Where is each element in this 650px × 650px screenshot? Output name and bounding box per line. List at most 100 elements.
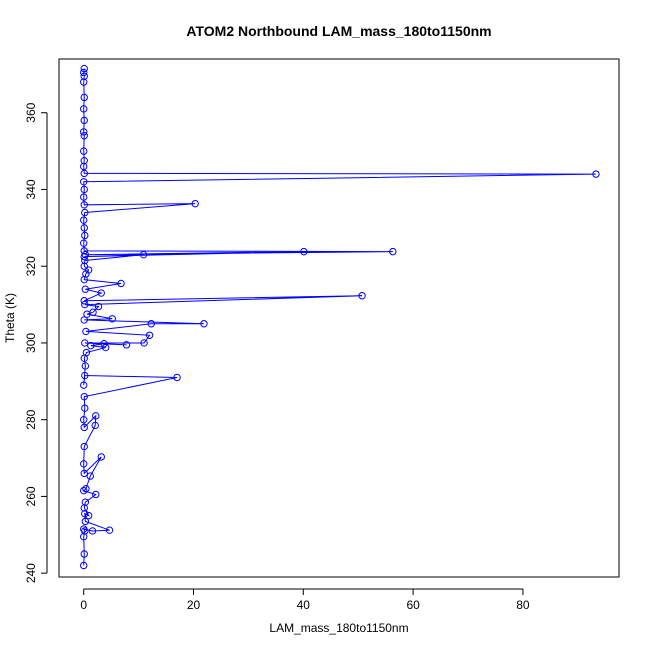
data-point	[80, 68, 88, 77]
data-point	[81, 362, 90, 370]
data-point	[80, 533, 88, 541]
data-point	[82, 485, 90, 493]
data-point	[139, 250, 148, 259]
x-axis: 0 20 40 60 80	[80, 588, 530, 612]
data-point	[81, 527, 89, 535]
data-point	[97, 453, 105, 461]
data-point	[80, 415, 88, 424]
data-point	[80, 72, 88, 80]
data-point	[92, 412, 100, 420]
data-point	[91, 421, 99, 430]
data-point	[80, 185, 88, 194]
data-point	[80, 162, 88, 171]
x-tick-label: 20	[187, 598, 201, 612]
y-tick-label: 280	[24, 409, 38, 429]
data-point	[173, 373, 181, 382]
data-point	[82, 327, 90, 336]
data-point	[81, 371, 89, 380]
data-point	[80, 201, 88, 209]
y-axis-label: Theta (K)	[3, 293, 17, 343]
data-point	[82, 348, 91, 357]
series-layer	[80, 64, 600, 570]
data-point	[80, 561, 88, 570]
y-tick-label: 260	[24, 486, 38, 506]
data-point	[80, 224, 88, 232]
data-point	[80, 297, 88, 305]
data-point	[81, 300, 89, 309]
data-point	[80, 93, 88, 102]
data-point	[84, 266, 93, 274]
data-point	[80, 550, 88, 558]
y-axis: 240 260 280 300 320 340 360	[24, 102, 48, 583]
data-point	[80, 262, 88, 270]
data-point	[80, 64, 88, 73]
x-axis-label: LAM_mass_180to1150nm	[269, 621, 408, 635]
data-point	[80, 442, 88, 451]
y-tick-label: 240	[24, 563, 38, 583]
data-point	[88, 527, 97, 535]
data-point	[81, 509, 89, 518]
data-point	[105, 526, 114, 534]
data-point	[80, 147, 88, 155]
data-point	[80, 486, 88, 495]
data-point	[80, 381, 88, 389]
data-point	[81, 285, 90, 293]
data-point	[81, 208, 89, 217]
data-point	[145, 331, 154, 339]
data-point	[108, 315, 116, 323]
data-point	[84, 511, 93, 520]
data-point	[80, 156, 88, 165]
data-point	[140, 339, 148, 347]
data-point	[81, 250, 90, 259]
data-point	[80, 239, 88, 247]
data-point	[592, 170, 600, 178]
y-tick-label: 360	[24, 102, 38, 122]
data-point	[101, 343, 110, 352]
data-point	[87, 341, 95, 350]
data-point	[81, 339, 89, 347]
data-point	[200, 320, 208, 328]
data-point	[81, 498, 90, 506]
data-point	[300, 247, 308, 256]
x-tick-label: 80	[516, 598, 530, 612]
data-point	[80, 423, 88, 432]
x-tick-label: 40	[297, 598, 311, 612]
data-point	[80, 169, 88, 178]
data-point	[80, 525, 88, 533]
x-tick-label: 0	[80, 598, 87, 612]
data-point	[80, 252, 88, 261]
data-point	[117, 279, 125, 288]
data-point	[80, 78, 88, 86]
data-point	[358, 292, 366, 300]
y-tick-label: 320	[24, 256, 38, 276]
data-point	[80, 105, 88, 113]
chart-title: ATOM2 Northbound LAM_mass_180to1150nm	[186, 23, 491, 39]
data-point	[100, 340, 108, 348]
plot-frame	[58, 58, 620, 578]
data-point	[81, 517, 90, 526]
series-line	[82, 68, 596, 566]
data-point	[80, 460, 88, 468]
data-point	[147, 320, 155, 328]
data-point	[80, 193, 88, 201]
data-point	[122, 341, 131, 349]
data-point	[89, 308, 97, 316]
data-point	[92, 490, 100, 499]
data-point	[80, 216, 88, 224]
x-tick-label: 60	[406, 598, 420, 612]
data-point	[80, 504, 88, 512]
data-point	[80, 316, 88, 324]
data-point	[94, 302, 103, 311]
y-tick-label: 340	[24, 179, 38, 199]
data-point	[81, 256, 89, 265]
data-point	[389, 247, 397, 256]
data-point	[80, 132, 88, 140]
data-point	[80, 392, 88, 401]
data-point	[80, 469, 88, 478]
data-point	[80, 178, 88, 186]
data-point	[97, 289, 105, 297]
data-point	[80, 128, 88, 136]
data-point	[191, 199, 199, 208]
data-point	[80, 116, 88, 125]
